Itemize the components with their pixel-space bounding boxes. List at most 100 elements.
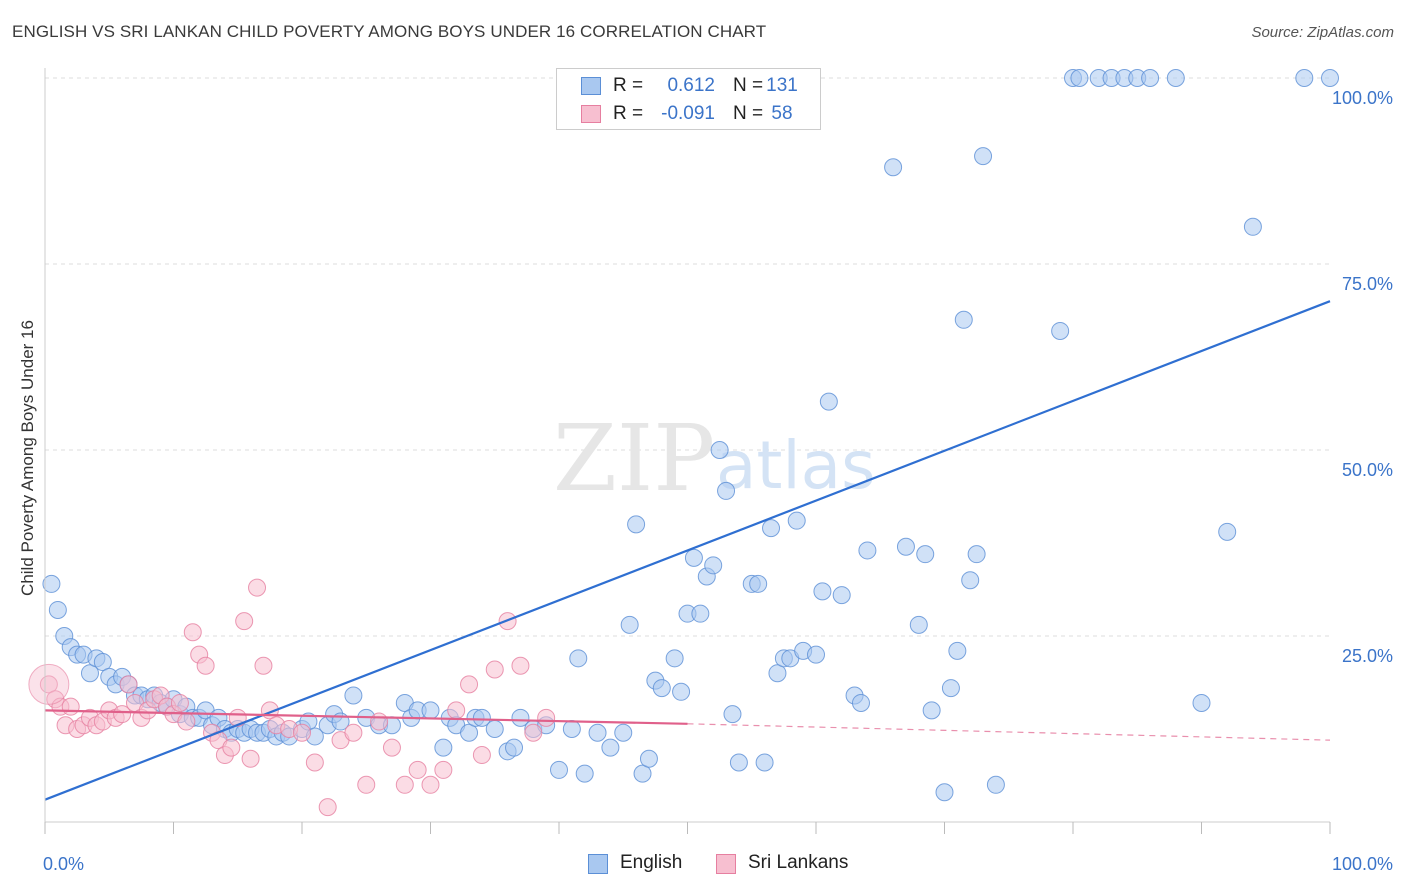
english-point [562, 720, 581, 738]
srilankan-point [119, 675, 138, 694]
srilankan-point [113, 705, 132, 724]
srilankan-point [408, 760, 427, 779]
srilankan-point [254, 656, 273, 675]
english-point [729, 753, 748, 772]
srilankan-point [61, 697, 80, 716]
english-legend-label: English [620, 852, 683, 873]
srilankans-r-label: R = [613, 103, 644, 124]
watermark: ZIP atlas [553, 405, 876, 512]
x-tick-label-max: 100.0% [1332, 854, 1393, 874]
srilankan-point [293, 723, 311, 742]
english-n-label: N = [733, 75, 764, 96]
srilankan-point [537, 708, 556, 727]
english-point [858, 541, 877, 560]
english-point [344, 686, 363, 705]
srilankan-point [357, 775, 376, 794]
english-point [755, 753, 774, 772]
srilankan-point [472, 746, 491, 765]
stats-legend: R = 0.612 N = 131 R = -0.091 N = 58 [556, 68, 821, 130]
srilankans-n-value: 58 [771, 103, 793, 124]
english-legend-swatch [588, 854, 608, 874]
y-tick-label: 100.0% [1332, 88, 1393, 108]
english-point [1218, 522, 1237, 541]
english-point [652, 679, 671, 698]
srilankan-point [421, 775, 440, 794]
english-point [627, 515, 646, 534]
series-legend: English Sri Lankans [0, 852, 1406, 878]
english-point [884, 158, 903, 177]
legend-row-srilankans: R = -0.091 N = 58 [557, 101, 822, 129]
english-point [954, 310, 973, 329]
srilankans-r-value: -0.091 [661, 103, 715, 124]
english-point [684, 548, 703, 567]
english-point [1141, 69, 1160, 87]
english-n-value: 131 [766, 75, 798, 96]
english-trend-line [44, 300, 1331, 801]
english-point [588, 723, 607, 742]
english-point [974, 147, 993, 166]
trend-layer [44, 300, 1331, 801]
english-point [601, 738, 620, 757]
srilankan-point [318, 798, 337, 817]
english-point [511, 708, 530, 727]
english-point [710, 441, 729, 459]
srilankan-point [241, 749, 260, 768]
srilankans-legend-swatch [716, 854, 736, 874]
english-point [1243, 217, 1262, 236]
english-point [48, 600, 67, 619]
axis-layer: 100.0% 75.0% 50.0% 25.0% 0.0% 100.0% [43, 68, 1393, 874]
srilankans-legend-label: Sri Lankans [748, 852, 849, 873]
english-point [1166, 69, 1185, 87]
y-tick-label: 75.0% [1342, 274, 1393, 294]
srilankan-point [370, 712, 389, 731]
english-point [948, 641, 967, 660]
english-point [909, 615, 928, 634]
srilankan-point [196, 656, 215, 675]
english-point [672, 682, 691, 701]
english-point [704, 556, 723, 575]
english-point [807, 645, 825, 664]
english-point [787, 511, 806, 530]
english-point [749, 574, 768, 593]
english-point [472, 708, 491, 727]
english-point [986, 775, 1005, 794]
english-point [832, 586, 851, 605]
english-point [620, 615, 639, 634]
english-point [93, 653, 112, 672]
english-point [434, 738, 453, 757]
srilankans-swatch [581, 105, 601, 123]
english-point [633, 764, 652, 783]
srilankan-point [524, 723, 543, 742]
english-point [42, 574, 61, 593]
english-point [723, 705, 742, 724]
srilankan-point [222, 738, 241, 757]
x-tick-label-min: 0.0% [43, 854, 84, 874]
english-point [550, 760, 568, 779]
english-point [485, 720, 504, 738]
english-point [691, 604, 710, 623]
english-point [569, 649, 588, 668]
srilankan-point [382, 738, 401, 757]
y-tick-label: 50.0% [1342, 460, 1393, 480]
english-swatch [581, 77, 601, 95]
srilankan-point [28, 663, 70, 705]
english-point [935, 783, 954, 802]
english-point [967, 545, 986, 564]
english-point [819, 392, 838, 411]
english-point [1051, 321, 1070, 340]
english-point [460, 723, 479, 742]
srilankan-point [248, 578, 267, 597]
y-tick-label: 25.0% [1342, 646, 1393, 666]
legend-row-english: R = 0.612 N = 131 [557, 73, 822, 101]
english-point [851, 693, 870, 712]
srilankan-point [434, 760, 453, 779]
srilankan-point [447, 701, 466, 720]
srilankan-point [235, 612, 254, 631]
srilankan-point [485, 660, 504, 679]
english-point [575, 764, 594, 783]
srilankan-trend-line [44, 709, 688, 725]
english-point [505, 738, 524, 757]
english-point [717, 481, 736, 500]
english-point [922, 701, 941, 720]
